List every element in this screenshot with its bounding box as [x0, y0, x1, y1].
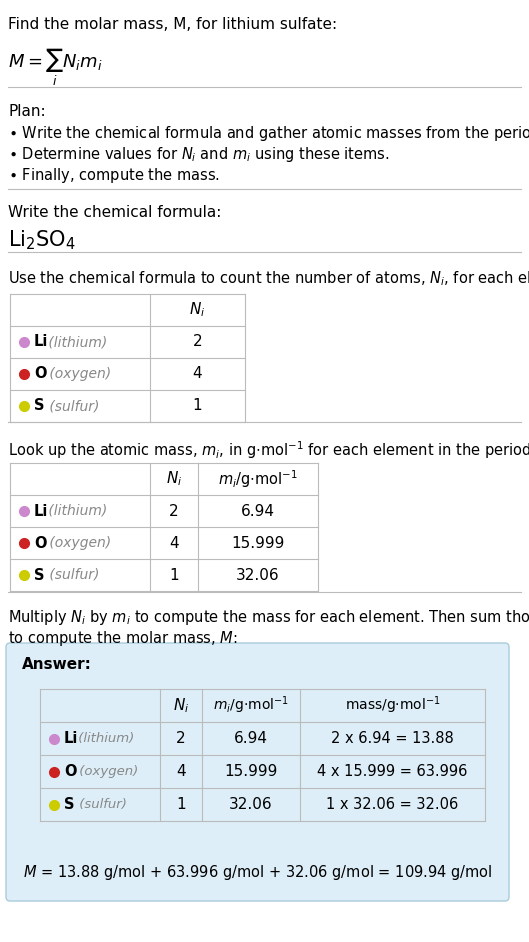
Text: $\mathrm{Li_2SO_4}$: $\mathrm{Li_2SO_4}$	[8, 228, 76, 252]
Text: S: S	[34, 398, 44, 414]
Text: Li: Li	[34, 504, 48, 518]
Text: 1: 1	[169, 567, 179, 582]
Text: O: O	[34, 535, 47, 550]
Text: to compute the molar mass, $M$:: to compute the molar mass, $M$:	[8, 629, 238, 648]
Text: 4 x 15.999 = 63.996: 4 x 15.999 = 63.996	[317, 764, 468, 779]
Text: 4: 4	[176, 764, 186, 779]
Text: 2: 2	[193, 334, 202, 349]
Text: O: O	[64, 764, 77, 779]
Text: $N_i$: $N_i$	[189, 300, 206, 319]
Text: $m_i$/g$\cdot$mol$^{-1}$: $m_i$/g$\cdot$mol$^{-1}$	[213, 694, 289, 716]
Text: (lithium): (lithium)	[44, 504, 107, 518]
Text: Li: Li	[34, 334, 48, 349]
Text: 6.94: 6.94	[241, 504, 275, 518]
Text: Use the chemical formula to count the number of atoms, $N_i$, for each element:: Use the chemical formula to count the nu…	[8, 269, 529, 287]
Text: $N_i$: $N_i$	[166, 470, 182, 488]
Text: 15.999: 15.999	[224, 764, 278, 779]
Text: (lithium): (lithium)	[74, 732, 134, 745]
Text: 6.94: 6.94	[234, 731, 268, 746]
Text: Multiply $N_i$ by $m_i$ to compute the mass for each element. Then sum those val: Multiply $N_i$ by $m_i$ to compute the m…	[8, 608, 529, 627]
Text: 15.999: 15.999	[231, 535, 285, 550]
Text: 32.06: 32.06	[229, 797, 273, 812]
Text: $\bullet$ Finally, compute the mass.: $\bullet$ Finally, compute the mass.	[8, 166, 220, 185]
Text: 4: 4	[169, 535, 179, 550]
Text: $\bullet$ Write the chemical formula and gather atomic masses from the periodic : $\bullet$ Write the chemical formula and…	[8, 124, 529, 143]
Text: (sulfur): (sulfur)	[45, 568, 99, 582]
Text: (oxygen): (oxygen)	[45, 536, 111, 550]
Text: Write the chemical formula:: Write the chemical formula:	[8, 205, 221, 220]
Text: mass/g$\cdot$mol$^{-1}$: mass/g$\cdot$mol$^{-1}$	[344, 694, 440, 716]
Text: 4: 4	[193, 366, 202, 382]
Text: Look up the atomic mass, $m_i$, in g$\cdot$mol$^{-1}$ for each element in the pe: Look up the atomic mass, $m_i$, in g$\cd…	[8, 439, 529, 461]
Text: Li: Li	[64, 731, 78, 746]
Text: $N_i$: $N_i$	[173, 696, 189, 715]
Text: $M = \sum_i N_i m_i$: $M = \sum_i N_i m_i$	[8, 47, 103, 89]
Text: (sulfur): (sulfur)	[75, 798, 127, 811]
Text: 2: 2	[176, 731, 186, 746]
Text: 2: 2	[169, 504, 179, 518]
Text: (oxygen): (oxygen)	[45, 367, 111, 381]
Text: (sulfur): (sulfur)	[45, 399, 99, 413]
Text: (oxygen): (oxygen)	[75, 765, 138, 778]
Text: $M$ = 13.88 g/mol + 63.996 g/mol + 32.06 g/mol = 109.94 g/mol: $M$ = 13.88 g/mol + 63.996 g/mol + 32.06…	[23, 864, 492, 883]
Text: S: S	[34, 567, 44, 582]
Text: Plan:: Plan:	[8, 104, 45, 119]
Text: Find the molar mass, M, for lithium sulfate:: Find the molar mass, M, for lithium sulf…	[8, 17, 337, 32]
Text: Answer:: Answer:	[22, 657, 92, 672]
Text: O: O	[34, 366, 47, 382]
Text: S: S	[64, 797, 75, 812]
Text: 1 x 32.06 = 32.06: 1 x 32.06 = 32.06	[326, 797, 459, 812]
Text: 1: 1	[193, 398, 202, 414]
Text: 1: 1	[176, 797, 186, 812]
Text: $\bullet$ Determine values for $N_i$ and $m_i$ using these items.: $\bullet$ Determine values for $N_i$ and…	[8, 145, 389, 164]
Text: 2 x 6.94 = 13.88: 2 x 6.94 = 13.88	[331, 731, 454, 746]
FancyBboxPatch shape	[6, 643, 509, 901]
Text: 32.06: 32.06	[236, 567, 280, 582]
Text: $m_i$/g$\cdot$mol$^{-1}$: $m_i$/g$\cdot$mol$^{-1}$	[218, 468, 298, 490]
Text: (lithium): (lithium)	[44, 335, 107, 349]
